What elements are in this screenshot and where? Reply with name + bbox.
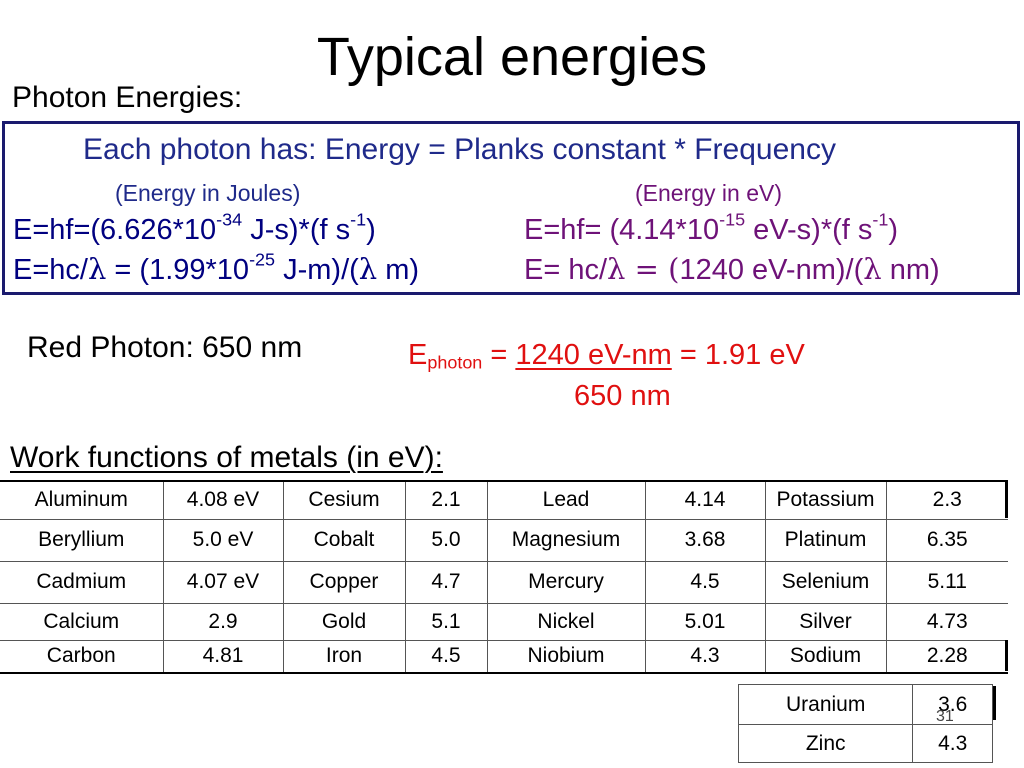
work-function-cell: 4.3 <box>645 639 766 673</box>
work-function-cell: 4.7 <box>405 560 488 603</box>
metal-name-cell: Platinum <box>765 518 887 561</box>
metal-name-cell: Mercury <box>487 560 646 603</box>
metal-name-cell: Niobium <box>487 639 646 673</box>
slide-title: Typical energies <box>316 27 708 87</box>
work-function-cell: 3.6 <box>912 684 993 725</box>
work-function-cell: 6.35 <box>886 518 1008 561</box>
formula-box: Each photon has: Energy = Planks constan… <box>2 121 1020 295</box>
metal-name-cell: Zinc <box>737 724 914 763</box>
metal-name-cell: Carbon <box>0 639 164 673</box>
photon-energy-calculation: Ephoton = 1240 eV-nm = 1.91 eV <box>408 337 805 373</box>
slide-number: 31 <box>936 708 954 725</box>
formula-part: E=hf= (4.14*10 <box>524 214 720 246</box>
formula-exponent: -1 <box>350 209 367 230</box>
table-row: Zinc 4.3 <box>737 724 993 763</box>
work-function-cell: 4.5 <box>645 560 766 603</box>
formula-part: E=hf=(6.626*10 <box>13 214 217 246</box>
work-function-cell: 5.01 <box>645 602 766 640</box>
table-row: Beryllium 5.0 eV Cobalt 5.0 Magnesium 3.… <box>0 518 1008 561</box>
lambda-symbol: λ <box>607 252 626 286</box>
work-function-cell: 2.3 <box>932 488 962 512</box>
lambda-symbol: λ <box>87 252 107 286</box>
lambda-symbol: λ <box>358 252 378 286</box>
metal-name-cell: Potassium <box>765 481 887 519</box>
work-function-cell: 4.07 eV <box>163 560 284 603</box>
energy-in-joules-label: (Energy in Joules) <box>115 180 301 206</box>
photon-energy-definition: Each photon has: Energy = Planks constan… <box>83 133 836 166</box>
formula-part: eV-s)*(f s <box>745 214 873 246</box>
work-function-cell: 4.3 <box>912 724 993 763</box>
table-row: Cadmium 4.07 eV Copper 4.7 Mercury 4.5 S… <box>0 560 1008 603</box>
metal-name-cell: Sodium <box>765 639 887 673</box>
work-functions-heading: Work functions of metals (in eV): <box>10 441 443 474</box>
photon-energies-heading: Photon Energies: <box>12 81 243 114</box>
metal-name-cell: Cadmium <box>0 560 164 603</box>
work-functions-table: Aluminum 4.08 eV Cesium 2.1 Lead 4.14 Po… <box>0 480 1008 674</box>
metal-name-cell: Calcium <box>0 602 164 640</box>
work-function-cell: 2.28 <box>886 639 1008 673</box>
table-row: Carbon 4.81 Iron 4.5 Niobium 4.3 Sodium … <box>0 639 1008 673</box>
metal-name-cell: Nickel <box>487 602 646 640</box>
work-function-cell: 5.1 <box>405 602 488 640</box>
metal-name-cell: Lead <box>487 481 646 519</box>
formula-exponent: -15 <box>719 209 746 230</box>
table-edge-mark <box>1005 640 1008 671</box>
energy-symbol: E <box>408 339 428 371</box>
formula-part: m) <box>377 254 420 286</box>
formula-part: nm) <box>881 254 940 286</box>
formula-part: ) <box>366 214 376 246</box>
metal-name-cell: Iron <box>283 639 406 673</box>
table-row: Aluminum 4.08 eV Cesium 2.1 Lead 4.14 Po… <box>0 481 1008 519</box>
metal-name-cell: Cobalt <box>283 518 406 561</box>
calculation-numerator: 1240 eV-nm <box>515 339 672 371</box>
work-function-cell: 5.0 eV <box>163 518 284 561</box>
formula-part: E= hc/ <box>524 254 608 286</box>
metal-name-cell: Cesium <box>283 481 406 519</box>
formula-part: J-s)*(f s <box>242 214 351 246</box>
joules-wavelength-formula: E=hc/λ = (1.99*10-25 J-m)/(λ m) <box>13 251 419 288</box>
formula-part: 1240 eV-nm)/( <box>679 254 864 286</box>
table-edge-mark <box>1005 480 1008 518</box>
metal-name-cell: Gold <box>283 602 406 640</box>
table-row: Calcium 2.9 Gold 5.1 Nickel 5.01 Silver … <box>0 602 1008 640</box>
formula-part: = (1.99*10 <box>106 254 250 286</box>
joules-frequency-formula: E=hf=(6.626*10-34 J-s)*(f s-1) <box>13 209 376 248</box>
work-function-cell: 4.08 eV <box>163 481 284 519</box>
metal-name-cell: Silver <box>765 602 887 640</box>
table-edge-mark <box>993 686 996 720</box>
calculation-result: = 1.91 eV <box>671 339 805 371</box>
formula-exponent: -25 <box>249 249 276 270</box>
metal-name-cell: Magnesium <box>487 518 646 561</box>
work-function-cell: 2.9 <box>163 602 284 640</box>
red-photon-label: Red Photon: 650 nm <box>27 331 303 364</box>
ev-wavelength-formula: E= hc/λ = (1240 eV-nm)/(λ nm) <box>524 251 940 288</box>
metal-name-cell: Aluminum <box>0 481 164 519</box>
formula-part: ) <box>888 214 899 246</box>
metal-name-cell: Copper <box>283 560 406 603</box>
work-function-cell: 4.14 <box>645 481 766 519</box>
formula-part: J-m)/( <box>275 254 359 286</box>
metal-name-cell: Selenium <box>765 560 887 603</box>
work-functions-extra-table: Uranium 3.6 Zinc 4.3 <box>737 684 993 763</box>
equals-sign: = <box>482 339 516 371</box>
metal-name-cell: Beryllium <box>0 518 164 561</box>
formula-exponent: -1 <box>872 209 889 230</box>
lambda-symbol: λ <box>863 252 882 286</box>
work-function-cell: 4.5 <box>405 639 488 673</box>
work-function-cell: 4.73 <box>886 602 1008 640</box>
metal-name-cell: Uranium <box>737 684 914 725</box>
energy-in-ev-label: (Energy in eV) <box>635 180 783 206</box>
work-function-cell: 5.11 <box>886 560 1008 603</box>
formula-part: = ( <box>625 252 680 286</box>
calculation-denominator: 650 nm <box>574 380 671 412</box>
photon-subscript: photon <box>427 352 483 373</box>
work-function-cell: 2.1 <box>405 481 488 519</box>
work-function-cell: 3.68 <box>645 518 766 561</box>
ev-frequency-formula: E=hf= (4.14*10-15 eV-s)*(f s-1) <box>524 209 899 248</box>
formula-part: E=hc/ <box>13 254 88 286</box>
work-function-cell: 5.0 <box>405 518 488 561</box>
table-row: Uranium 3.6 <box>737 684 993 725</box>
formula-exponent: -34 <box>216 209 243 230</box>
work-function-cell: 4.81 <box>163 639 284 673</box>
